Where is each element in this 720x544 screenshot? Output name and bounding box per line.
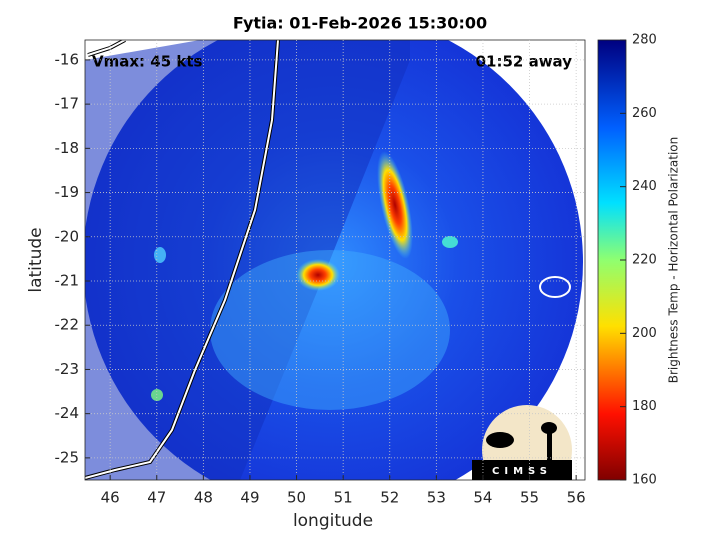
y-tick-label: -21 xyxy=(55,272,80,290)
y-axis-label: latitude xyxy=(26,227,46,292)
x-tick-label: 48 xyxy=(194,489,213,507)
annotation: Vmax: 45 kts xyxy=(92,53,202,71)
colorbar-tick-label: 280 xyxy=(632,33,657,48)
y-tick-label: -23 xyxy=(55,360,80,378)
y-tick-label: -19 xyxy=(55,183,80,201)
x-tick-label: 56 xyxy=(567,489,586,507)
x-axis-label: longitude xyxy=(293,511,373,531)
colorbar-tick-label: 240 xyxy=(632,179,657,194)
colorbar-label: Brightness Temp - Horizontal Polarizatio… xyxy=(667,137,681,384)
y-tick-label: -20 xyxy=(55,227,80,245)
y-tick-label: -17 xyxy=(55,95,80,113)
cimss-logo: CIMSS xyxy=(472,405,572,480)
colorbar-tick-label: 160 xyxy=(632,473,657,488)
colorbar-tick-label: 260 xyxy=(632,106,657,121)
chart-title: Fytia: 01-Feb-2026 15:30:00 xyxy=(233,14,487,33)
axes-box xyxy=(84,39,586,481)
y-tick-label: -25 xyxy=(55,448,80,466)
x-tick-label: 50 xyxy=(287,489,306,507)
logo-text: CIMSS xyxy=(492,466,552,477)
colorbar-tick-label: 200 xyxy=(632,326,657,341)
x-tick-label: 53 xyxy=(427,489,446,507)
colorbar-tick-label: 180 xyxy=(632,399,657,414)
x-tick-label: 47 xyxy=(147,489,166,507)
x-tick-label: 51 xyxy=(334,489,353,507)
y-tick-label: -18 xyxy=(55,139,80,157)
x-tick-label: 49 xyxy=(240,489,259,507)
annotation: 01:52 away xyxy=(476,53,573,71)
colorbar-tick-label: 220 xyxy=(632,253,657,268)
y-tick-label: -24 xyxy=(55,404,80,422)
x-tick-label: 46 xyxy=(101,489,120,507)
x-tick-label: 55 xyxy=(520,489,539,507)
y-tick-label: -22 xyxy=(55,316,80,334)
x-tick-label: 52 xyxy=(380,489,399,507)
x-tick-label: 54 xyxy=(473,489,492,507)
y-tick-label: -16 xyxy=(55,50,80,68)
